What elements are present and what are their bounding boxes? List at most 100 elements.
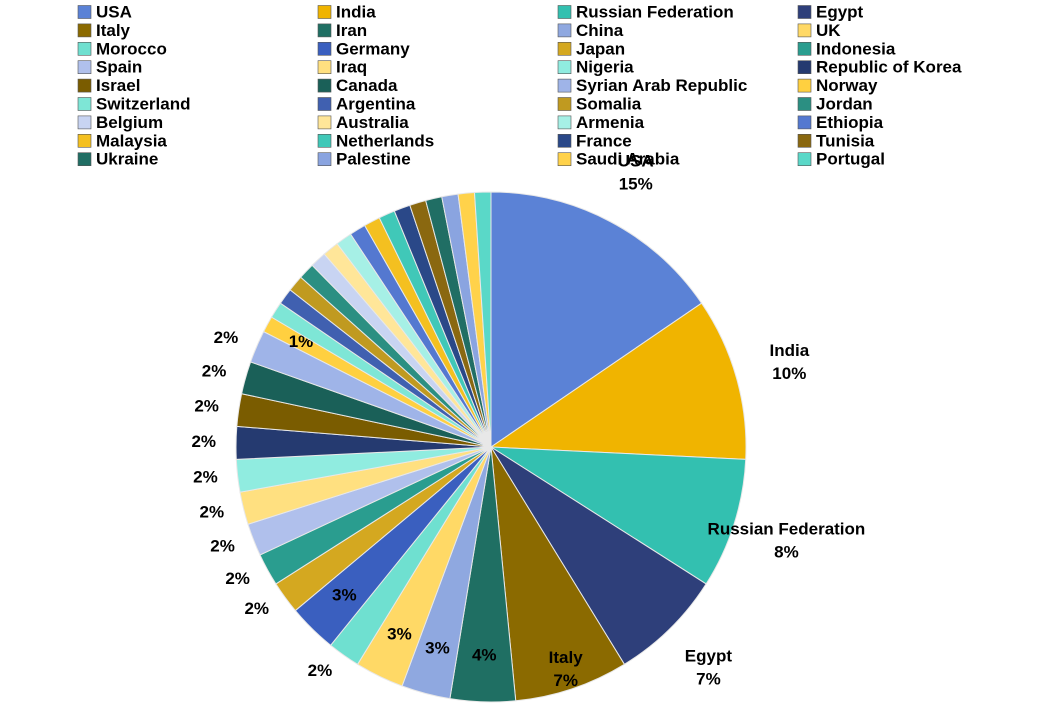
legend-swatch — [557, 23, 572, 38]
legend-swatch — [317, 134, 332, 148]
data-label: 2% — [191, 432, 216, 451]
legend-label: Tunisia — [816, 131, 875, 150]
data-label: 2% — [214, 328, 239, 347]
legend-swatch — [77, 5, 92, 19]
data-label-name: Italy — [549, 648, 584, 667]
legend-label: Netherlands — [336, 131, 434, 150]
legend-swatch — [797, 5, 812, 19]
legend-swatch — [317, 41, 332, 56]
legend-label: France — [576, 131, 632, 150]
legend-swatch — [557, 97, 572, 111]
data-label: 8% — [774, 542, 799, 561]
legend-label: India — [336, 2, 376, 21]
legend-swatch — [77, 78, 92, 93]
legend-swatch — [317, 97, 332, 111]
legend-swatch — [557, 41, 572, 56]
legend-label: Switzerland — [96, 94, 190, 113]
legend-label: Belgium — [96, 113, 163, 132]
legend-label: UK — [816, 21, 841, 40]
legend-swatch — [317, 5, 332, 19]
legend-label: Japan — [576, 39, 625, 58]
legend-label: USA — [96, 2, 132, 21]
data-label: 3% — [387, 624, 412, 643]
legend-swatch — [557, 134, 572, 148]
data-label: 3% — [332, 586, 357, 605]
legend-swatch — [77, 115, 92, 130]
legend-swatch — [557, 60, 572, 75]
legend-label: Saudi Arabia — [576, 150, 680, 169]
data-label-name: India — [769, 341, 809, 360]
legend-label: Ethiopia — [816, 113, 884, 132]
pie-slice — [490, 446, 626, 702]
legend-label: Armenia — [576, 113, 645, 132]
legend-swatch — [317, 115, 332, 130]
pie-slice — [489, 302, 747, 460]
legend-swatch — [797, 41, 812, 56]
data-label: 3% — [425, 639, 450, 658]
legend-label: Australia — [336, 113, 409, 132]
legend-label: Ukraine — [96, 150, 158, 169]
legend-label: Spain — [96, 58, 142, 77]
legend-label: Jordan — [816, 94, 873, 113]
data-label: 2% — [202, 362, 227, 381]
legend-label: Somalia — [576, 94, 642, 113]
legend-label: Germany — [336, 39, 410, 58]
legend-label: Malaysia — [96, 131, 167, 150]
legend-swatch — [557, 5, 572, 19]
data-label: 2% — [199, 503, 224, 522]
legend-label: Syrian Arab Republic — [576, 76, 747, 95]
legend-label: Morocco — [96, 39, 167, 58]
legend-swatch — [77, 97, 92, 111]
legend-label: Nigeria — [576, 58, 634, 77]
legend-label: Indonesia — [816, 39, 896, 58]
data-label-name: USA — [618, 151, 654, 170]
legend-label: Israel — [96, 76, 140, 95]
legend-label: Portugal — [816, 150, 885, 169]
legend-swatch — [557, 152, 572, 166]
data-label: 15% — [619, 174, 653, 193]
legend-swatch — [797, 23, 812, 38]
pie-slice — [490, 446, 707, 666]
data-label: 2% — [225, 569, 250, 588]
legend-swatch — [77, 41, 92, 56]
legend-swatch — [797, 78, 812, 93]
legend-label: Republic of Korea — [816, 58, 962, 77]
legend-label: Canada — [336, 76, 398, 95]
legend-swatch — [797, 115, 812, 130]
legend-swatch — [77, 134, 92, 148]
data-label: 2% — [308, 661, 333, 680]
data-label: 2% — [193, 468, 218, 487]
legend-swatch — [797, 134, 812, 148]
legend-swatch — [77, 23, 92, 38]
legend-swatch — [317, 152, 332, 166]
legend-swatch — [797, 60, 812, 75]
data-label-name: Egypt — [685, 646, 733, 665]
pie-slice — [473, 191, 492, 448]
legend-label: Argentina — [336, 94, 416, 113]
data-label: 7% — [553, 671, 578, 690]
legend-swatch — [77, 60, 92, 75]
legend-swatch — [797, 97, 812, 111]
legend-swatch — [797, 152, 812, 166]
legend-swatch — [557, 115, 572, 130]
pie-slice — [489, 446, 747, 585]
legend-label: Russian Federation — [576, 2, 734, 21]
legend-label: Norway — [816, 76, 878, 95]
legend-swatch — [557, 78, 572, 93]
legend-label: Egypt — [816, 2, 864, 21]
data-label: 2% — [194, 397, 219, 416]
data-label: 10% — [772, 364, 806, 383]
legend-swatch — [317, 60, 332, 75]
data-label: 2% — [244, 599, 269, 618]
legend-swatch — [317, 23, 332, 38]
legend-swatch — [317, 78, 332, 93]
pie-slice — [490, 191, 703, 448]
data-label: 7% — [696, 669, 721, 688]
data-label-name: Russian Federation — [708, 519, 866, 538]
data-label: 4% — [472, 645, 497, 664]
data-label: 2% — [210, 537, 235, 556]
legend-label: China — [576, 21, 624, 40]
legend-swatch — [77, 152, 92, 166]
legend-label: Italy — [96, 21, 131, 40]
legend-label: Palestine — [336, 150, 411, 169]
